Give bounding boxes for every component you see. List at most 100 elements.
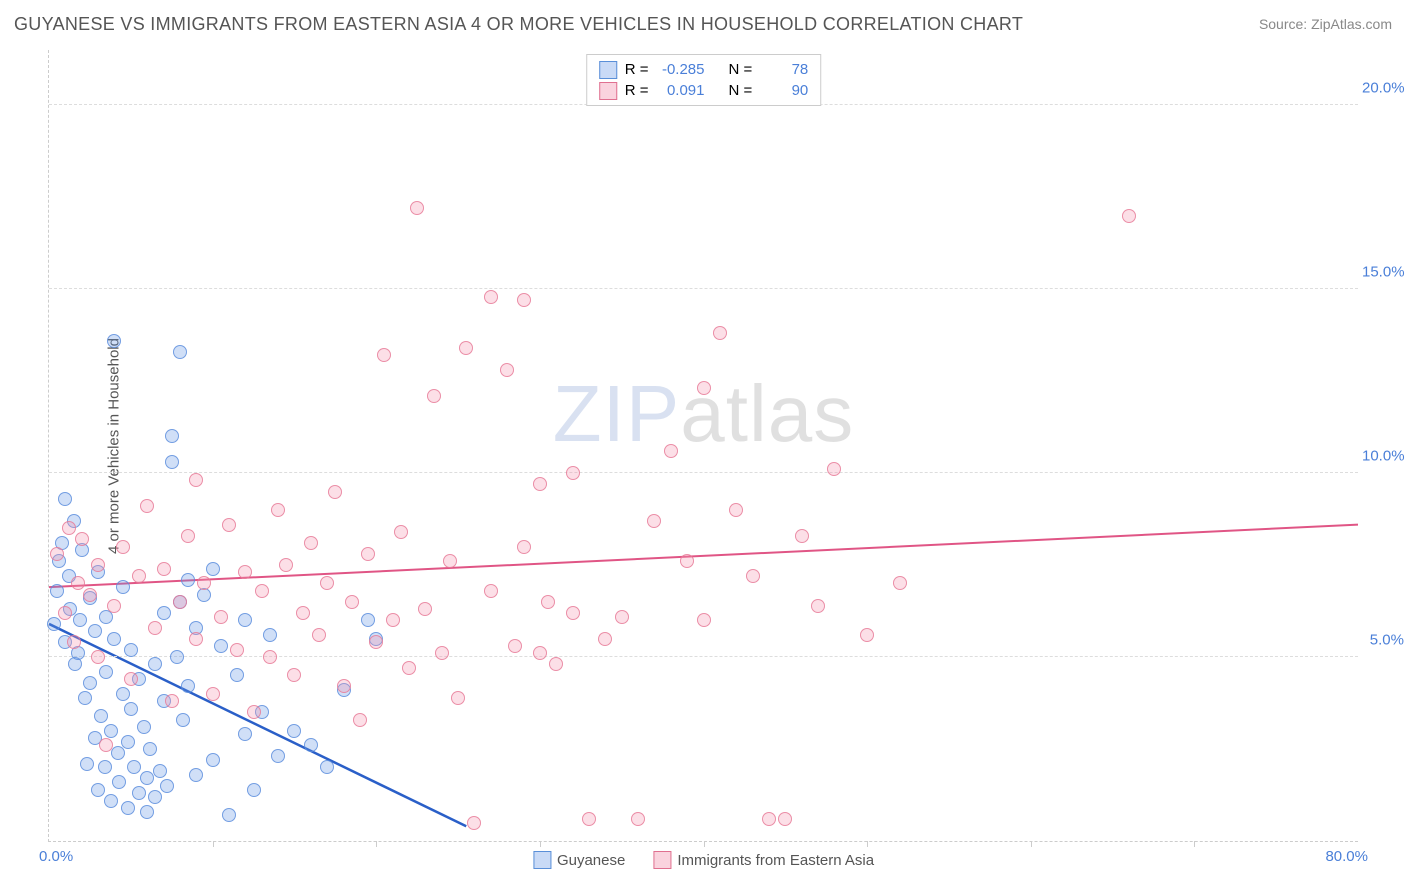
data-point [67, 635, 81, 649]
trend-lines [49, 50, 1358, 841]
data-point [631, 812, 645, 826]
data-point [189, 473, 203, 487]
stat-label: R = [625, 59, 649, 80]
data-point [58, 606, 72, 620]
data-point [78, 691, 92, 705]
stat-n: 90 [760, 80, 808, 101]
data-point [541, 595, 555, 609]
data-point [222, 518, 236, 532]
data-point [99, 738, 113, 752]
data-point [140, 805, 154, 819]
data-point [91, 650, 105, 664]
data-point [160, 779, 174, 793]
data-point [615, 610, 629, 624]
data-point [173, 595, 187, 609]
data-point [107, 632, 121, 646]
data-point [304, 536, 318, 550]
x-tick-mark [540, 841, 541, 847]
legend-item: Guyanese [533, 851, 625, 869]
data-point [697, 381, 711, 395]
data-point [91, 783, 105, 797]
data-point [647, 514, 661, 528]
data-point [173, 345, 187, 359]
data-point [140, 771, 154, 785]
data-point [206, 562, 220, 576]
data-point [116, 540, 130, 554]
data-point [337, 679, 351, 693]
data-point [296, 606, 310, 620]
data-point [75, 532, 89, 546]
data-point [467, 816, 481, 830]
data-point [153, 764, 167, 778]
data-point [176, 713, 190, 727]
data-point [312, 628, 326, 642]
stat-label: N = [729, 59, 753, 80]
data-point [361, 613, 375, 627]
stats-row: R = -0.285 N = 78 [599, 59, 809, 80]
data-point [107, 334, 121, 348]
data-point [566, 466, 580, 480]
swatch-pink [599, 82, 617, 100]
data-point [697, 613, 711, 627]
data-point [320, 760, 334, 774]
data-point [88, 624, 102, 638]
data-point [132, 786, 146, 800]
data-point [451, 691, 465, 705]
data-point [143, 742, 157, 756]
legend-label: Immigrants from Eastern Asia [677, 852, 874, 869]
data-point [121, 735, 135, 749]
legend-label: Guyanese [557, 852, 625, 869]
data-point [104, 794, 118, 808]
x-tick-mark [867, 841, 868, 847]
plot-area: ZIPatlas R = -0.285 N = 78 R = 0.091 N =… [48, 50, 1358, 842]
gridline-h [49, 288, 1358, 289]
data-point [1122, 209, 1136, 223]
data-point [500, 363, 514, 377]
data-point [533, 646, 547, 660]
data-point [328, 485, 342, 499]
data-point [83, 588, 97, 602]
data-point [230, 668, 244, 682]
data-point [517, 540, 531, 554]
data-point [271, 503, 285, 517]
data-point [116, 580, 130, 594]
data-point [484, 290, 498, 304]
data-point [50, 584, 64, 598]
stat-r: 0.091 [657, 80, 705, 101]
data-point [361, 547, 375, 561]
x-tick-mark [376, 841, 377, 847]
data-point [778, 812, 792, 826]
stat-r: -0.285 [657, 59, 705, 80]
data-point [121, 801, 135, 815]
data-point [279, 558, 293, 572]
data-point [377, 348, 391, 362]
y-tick-label: 10.0% [1362, 448, 1404, 465]
stat-label: R = [625, 80, 649, 101]
data-point [137, 720, 151, 734]
data-point [320, 576, 334, 590]
y-tick-label: 20.0% [1362, 80, 1404, 97]
data-point [230, 643, 244, 657]
data-point [80, 757, 94, 771]
data-point [214, 639, 228, 653]
source-attribution: Source: ZipAtlas.com [1259, 16, 1392, 32]
data-point [127, 760, 141, 774]
x-tick-mark [704, 841, 705, 847]
data-point [394, 525, 408, 539]
data-point [47, 617, 61, 631]
data-point [140, 499, 154, 513]
data-point [165, 429, 179, 443]
data-point [427, 389, 441, 403]
data-point [287, 668, 301, 682]
data-point [181, 529, 195, 543]
data-point [345, 595, 359, 609]
chart-title: GUYANESE VS IMMIGRANTS FROM EASTERN ASIA… [14, 14, 1023, 35]
swatch-pink [653, 851, 671, 869]
data-point [811, 599, 825, 613]
data-point [263, 650, 277, 664]
data-point [271, 749, 285, 763]
data-point [435, 646, 449, 660]
data-point [860, 628, 874, 642]
x-tick-mark [1194, 841, 1195, 847]
data-point [369, 635, 383, 649]
